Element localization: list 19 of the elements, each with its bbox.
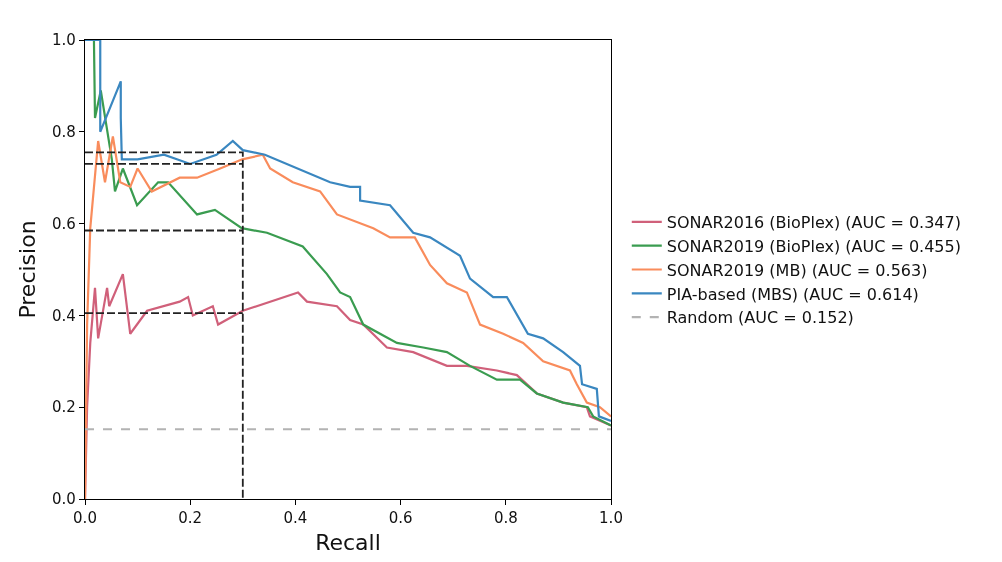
x-tick-label: 1.0 — [599, 509, 623, 528]
y-tick-label: 0.6 — [52, 214, 76, 233]
legend-label: SONAR2016 (BioPlex) (AUC = 0.347) — [666, 213, 961, 233]
y-tick-label: 0.2 — [52, 398, 76, 417]
legend-label: SONAR2019 (MB) (AUC = 0.563) — [666, 260, 928, 280]
x-tick-label: 0.2 — [178, 509, 203, 528]
legend-label: SONAR2019 (BioPlex) (AUC = 0.455) — [666, 236, 961, 256]
x-tick-label: 0.4 — [283, 509, 308, 528]
x-tick-label: 0.6 — [388, 509, 413, 528]
y-tick-label: 0.4 — [52, 306, 76, 325]
legend-label: PIA-based (MBS) (AUC = 0.614) — [666, 284, 919, 304]
y-axis-title: Precision — [14, 220, 40, 319]
legend-label: Random (AUC = 0.152) — [666, 308, 854, 328]
x-axis-title: Recall — [315, 530, 381, 555]
y-tick-label: 1.0 — [52, 31, 76, 50]
x-tick-label: 0.8 — [493, 509, 518, 528]
x-tick-label: 0.0 — [73, 509, 97, 528]
y-tick-label: 0.0 — [52, 490, 76, 509]
y-tick-label: 0.8 — [52, 123, 76, 142]
